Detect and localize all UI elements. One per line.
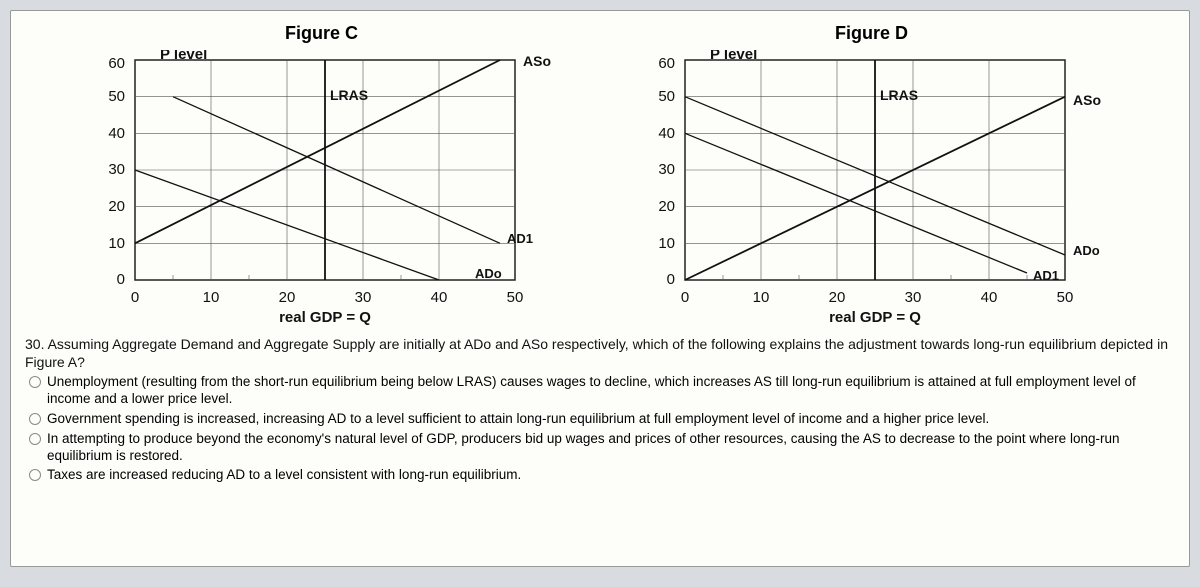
ado-label-d: ADo: [1073, 243, 1100, 258]
option-0-label: Unemployment (resulting from the short-r…: [47, 374, 1175, 408]
svg-text:0: 0: [667, 271, 675, 288]
option-3-label: Taxes are increased reducing AD to a lev…: [47, 467, 521, 484]
question-body: Assuming Aggregate Demand and Aggregate …: [25, 336, 1168, 370]
ad1-line-d: [685, 133, 1027, 273]
svg-text:10: 10: [203, 289, 220, 306]
xlabel-c: real GDP = Q: [279, 309, 371, 326]
aso-line: [135, 60, 500, 243]
svg-text:0: 0: [117, 271, 125, 288]
svg-text:30: 30: [108, 161, 125, 178]
radio-icon[interactable]: [29, 469, 41, 481]
svg-text:40: 40: [981, 289, 998, 306]
svg-text:30: 30: [355, 289, 372, 306]
ylabel-d: P level: [710, 50, 757, 63]
svg-text:60: 60: [108, 55, 125, 72]
svg-text:0: 0: [131, 289, 139, 306]
figure-c-title: Figure C: [285, 23, 575, 44]
ad1-label-d: AD1: [1033, 268, 1059, 283]
page: Figure C: [10, 10, 1190, 567]
svg-text:20: 20: [108, 198, 125, 215]
svg-text:30: 30: [905, 289, 922, 306]
figure-d-chart: LRAS ASo ADo AD1 0 10 20 30 40 50: [635, 50, 1125, 330]
svg-text:50: 50: [1057, 289, 1074, 306]
option-1-label: Government spending is increased, increa…: [47, 411, 989, 428]
svg-text:20: 20: [829, 289, 846, 306]
question-text: 30. Assuming Aggregate Demand and Aggreg…: [25, 336, 1175, 371]
svg-text:40: 40: [658, 125, 675, 142]
question-number: 30.: [25, 336, 44, 352]
ylabel-c: P level: [160, 50, 207, 63]
svg-text:20: 20: [279, 289, 296, 306]
svg-text:10: 10: [658, 235, 675, 252]
figure-d-title: Figure D: [835, 23, 1125, 44]
aso-label: ASo: [523, 53, 551, 69]
option-0[interactable]: Unemployment (resulting from the short-r…: [29, 374, 1175, 408]
option-2[interactable]: In attempting to produce beyond the econ…: [29, 431, 1175, 465]
svg-text:10: 10: [753, 289, 770, 306]
figures-row: Figure C: [25, 23, 1175, 330]
option-3[interactable]: Taxes are increased reducing AD to a lev…: [29, 467, 1175, 484]
figure-d-block: Figure D: [635, 23, 1125, 330]
svg-text:40: 40: [431, 289, 448, 306]
svg-text:50: 50: [108, 88, 125, 105]
svg-text:10: 10: [108, 235, 125, 252]
svg-text:50: 50: [507, 289, 524, 306]
svg-text:0: 0: [681, 289, 689, 306]
ad1-label: AD1: [507, 231, 533, 246]
radio-icon[interactable]: [29, 376, 41, 388]
figure-c-chart: LRAS ASo AD1 ADo 0 10 20 30 40 50: [85, 50, 575, 330]
svg-text:30: 30: [658, 161, 675, 178]
lras-label-d: LRAS: [880, 87, 918, 103]
svg-text:60: 60: [658, 55, 675, 72]
xlabel-d: real GDP = Q: [829, 309, 921, 326]
lras-label: LRAS: [330, 87, 368, 103]
ado-label: ADo: [475, 266, 502, 281]
option-2-label: In attempting to produce beyond the econ…: [47, 431, 1175, 465]
svg-text:20: 20: [658, 198, 675, 215]
figure-c-block: Figure C: [85, 23, 575, 330]
radio-icon[interactable]: [29, 413, 41, 425]
option-1[interactable]: Government spending is increased, increa…: [29, 411, 1175, 428]
svg-text:40: 40: [108, 125, 125, 142]
svg-text:50: 50: [658, 88, 675, 105]
aso-label-d: ASo: [1073, 92, 1101, 108]
radio-icon[interactable]: [29, 433, 41, 445]
